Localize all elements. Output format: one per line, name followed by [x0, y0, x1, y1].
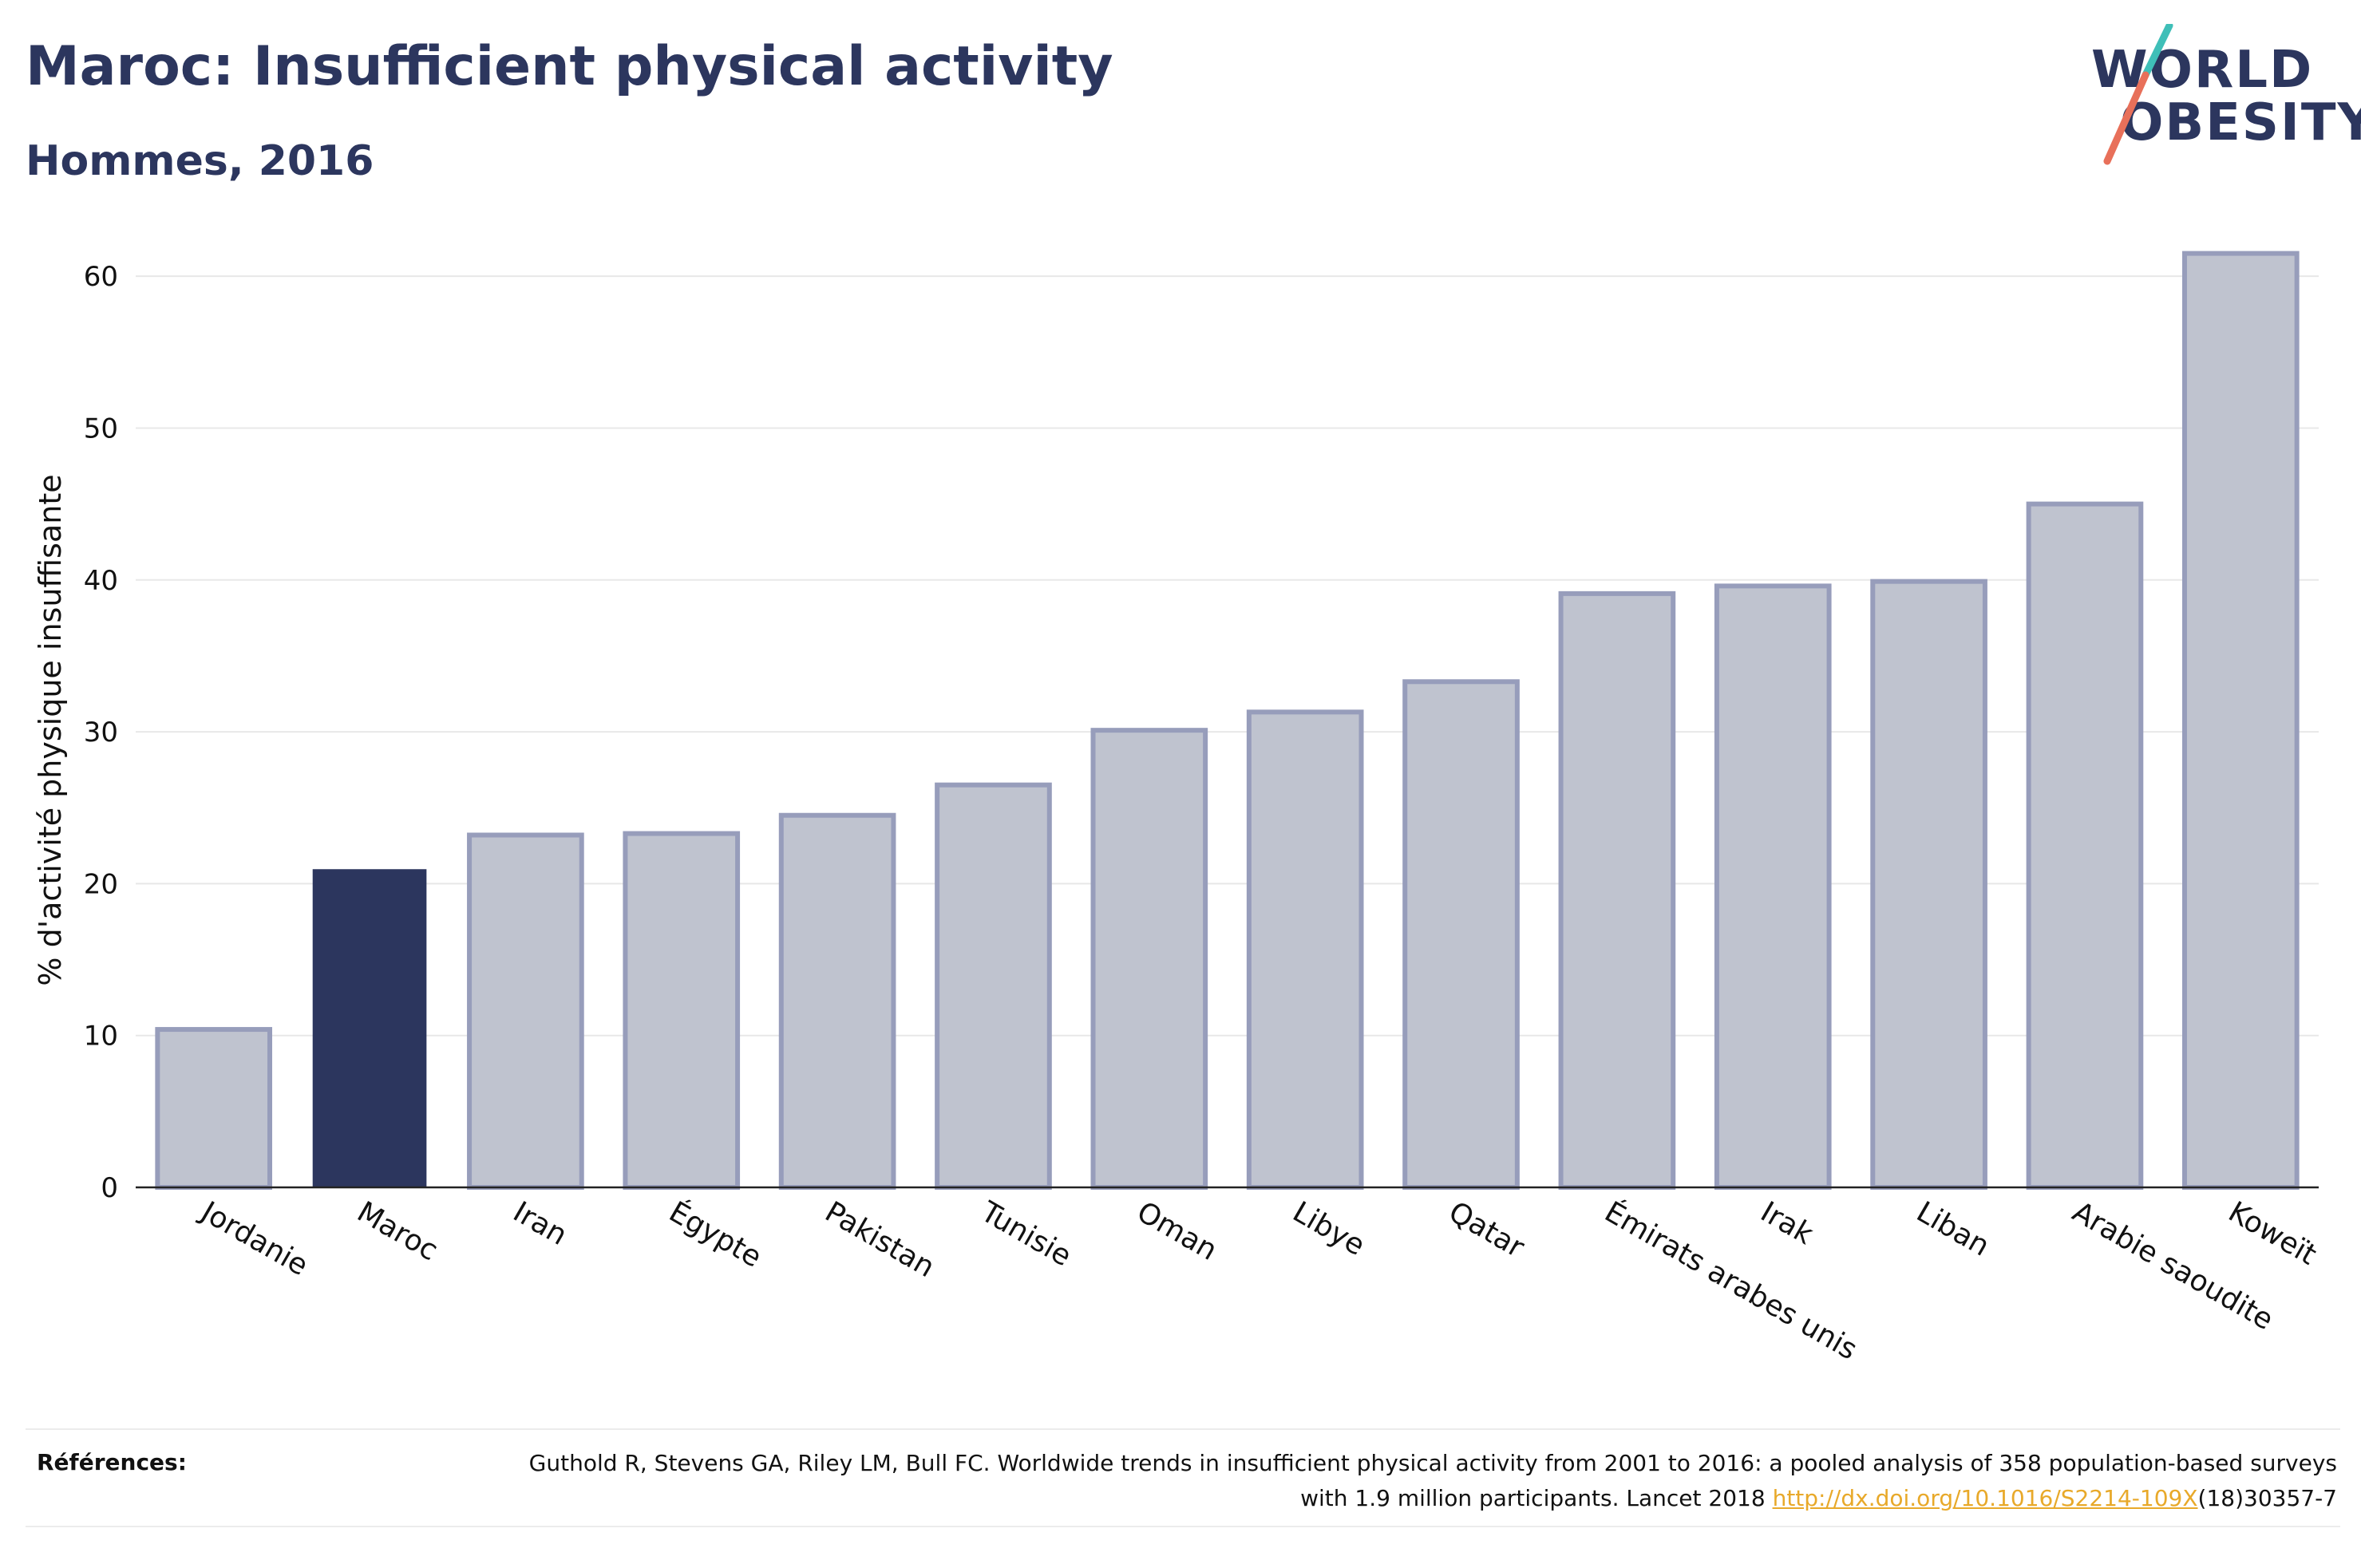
y-tick-label: 20: [84, 868, 118, 900]
x-tick-label: Oman: [1131, 1195, 1222, 1267]
x-tick-label: Koweït: [2223, 1195, 2322, 1271]
x-tick-label: Libye: [1287, 1195, 1370, 1262]
footer-divider-top: [26, 1428, 2340, 1430]
bar-libye: [1246, 709, 1364, 1190]
bar-irak: [1714, 583, 1832, 1190]
y-tick-label: 60: [84, 261, 118, 293]
bar-oman: [1090, 728, 1208, 1190]
bar--gypte: [623, 831, 741, 1191]
y-tick-label: 0: [101, 1172, 118, 1204]
bar-kowe-t: [2181, 251, 2300, 1190]
footer-divider-bottom: [26, 1526, 2340, 1527]
y-axis-title: % d'activité physique insuffisante: [33, 474, 68, 985]
references-citation: Guthold R, Stevens GA, Riley LM, Bull FC…: [528, 1450, 2337, 1511]
bar-chart: 0 10 20 30 40 50 60 Jordanie Maroc Iran Égypte Paki…: [33, 251, 2322, 1367]
world-obesity-logo: WORLD OBESITY: [2075, 24, 2361, 168]
bar--mirats-arabes-unis: [1558, 590, 1676, 1190]
x-tick-label: Émirats arabes unis: [1599, 1195, 1863, 1366]
bar-jordanie: [155, 1027, 273, 1190]
y-tick-label: 30: [84, 717, 118, 748]
y-tick-label: 40: [84, 565, 118, 597]
references-citation-end: (18)30357-7: [2197, 1485, 2337, 1511]
bars: [155, 251, 2300, 1191]
x-tick-label: Iran: [508, 1195, 572, 1252]
logo-slash-icon: [2103, 24, 2173, 165]
bar-liban: [1870, 579, 1987, 1190]
bar-arabie-saoudite: [2026, 501, 2144, 1190]
bar-qatar: [1402, 679, 1520, 1190]
logo-line-2: OBESITY: [2120, 93, 2361, 152]
bar-tunisie: [935, 782, 1052, 1190]
chart-title: Maroc: Insufficient physical activity: [26, 35, 1113, 98]
references-text: Guthold R, Stevens GA, Riley LM, Bull FC…: [501, 1446, 2337, 1516]
x-tick-label: Égypte: [663, 1195, 767, 1274]
references-label: Références:: [37, 1449, 187, 1475]
references-doi-link[interactable]: http://dx.doi.org/10.1016/S2214-109X: [1772, 1485, 2198, 1511]
bar-iran: [467, 832, 584, 1190]
y-tick-label: 10: [84, 1021, 118, 1053]
y-tick-label: 50: [84, 413, 118, 444]
gridlines: [136, 275, 2319, 1037]
x-tick-label: Tunisie: [975, 1195, 1077, 1274]
bar-pakistan: [778, 812, 896, 1190]
x-tick-label: Jordanie: [194, 1195, 313, 1282]
x-tick-label: Irak: [1755, 1195, 1819, 1251]
x-tick-label: Pakistan: [820, 1195, 940, 1284]
x-tick-label: Maroc: [352, 1195, 444, 1267]
x-tick-label: Qatar: [1443, 1195, 1529, 1264]
x-tick-label: Liban: [1911, 1195, 1995, 1262]
bar-maroc: [312, 869, 427, 1188]
chart-subtitle: Hommes, 2016: [26, 137, 374, 185]
logo-line-1: WORLD: [2091, 41, 2314, 100]
